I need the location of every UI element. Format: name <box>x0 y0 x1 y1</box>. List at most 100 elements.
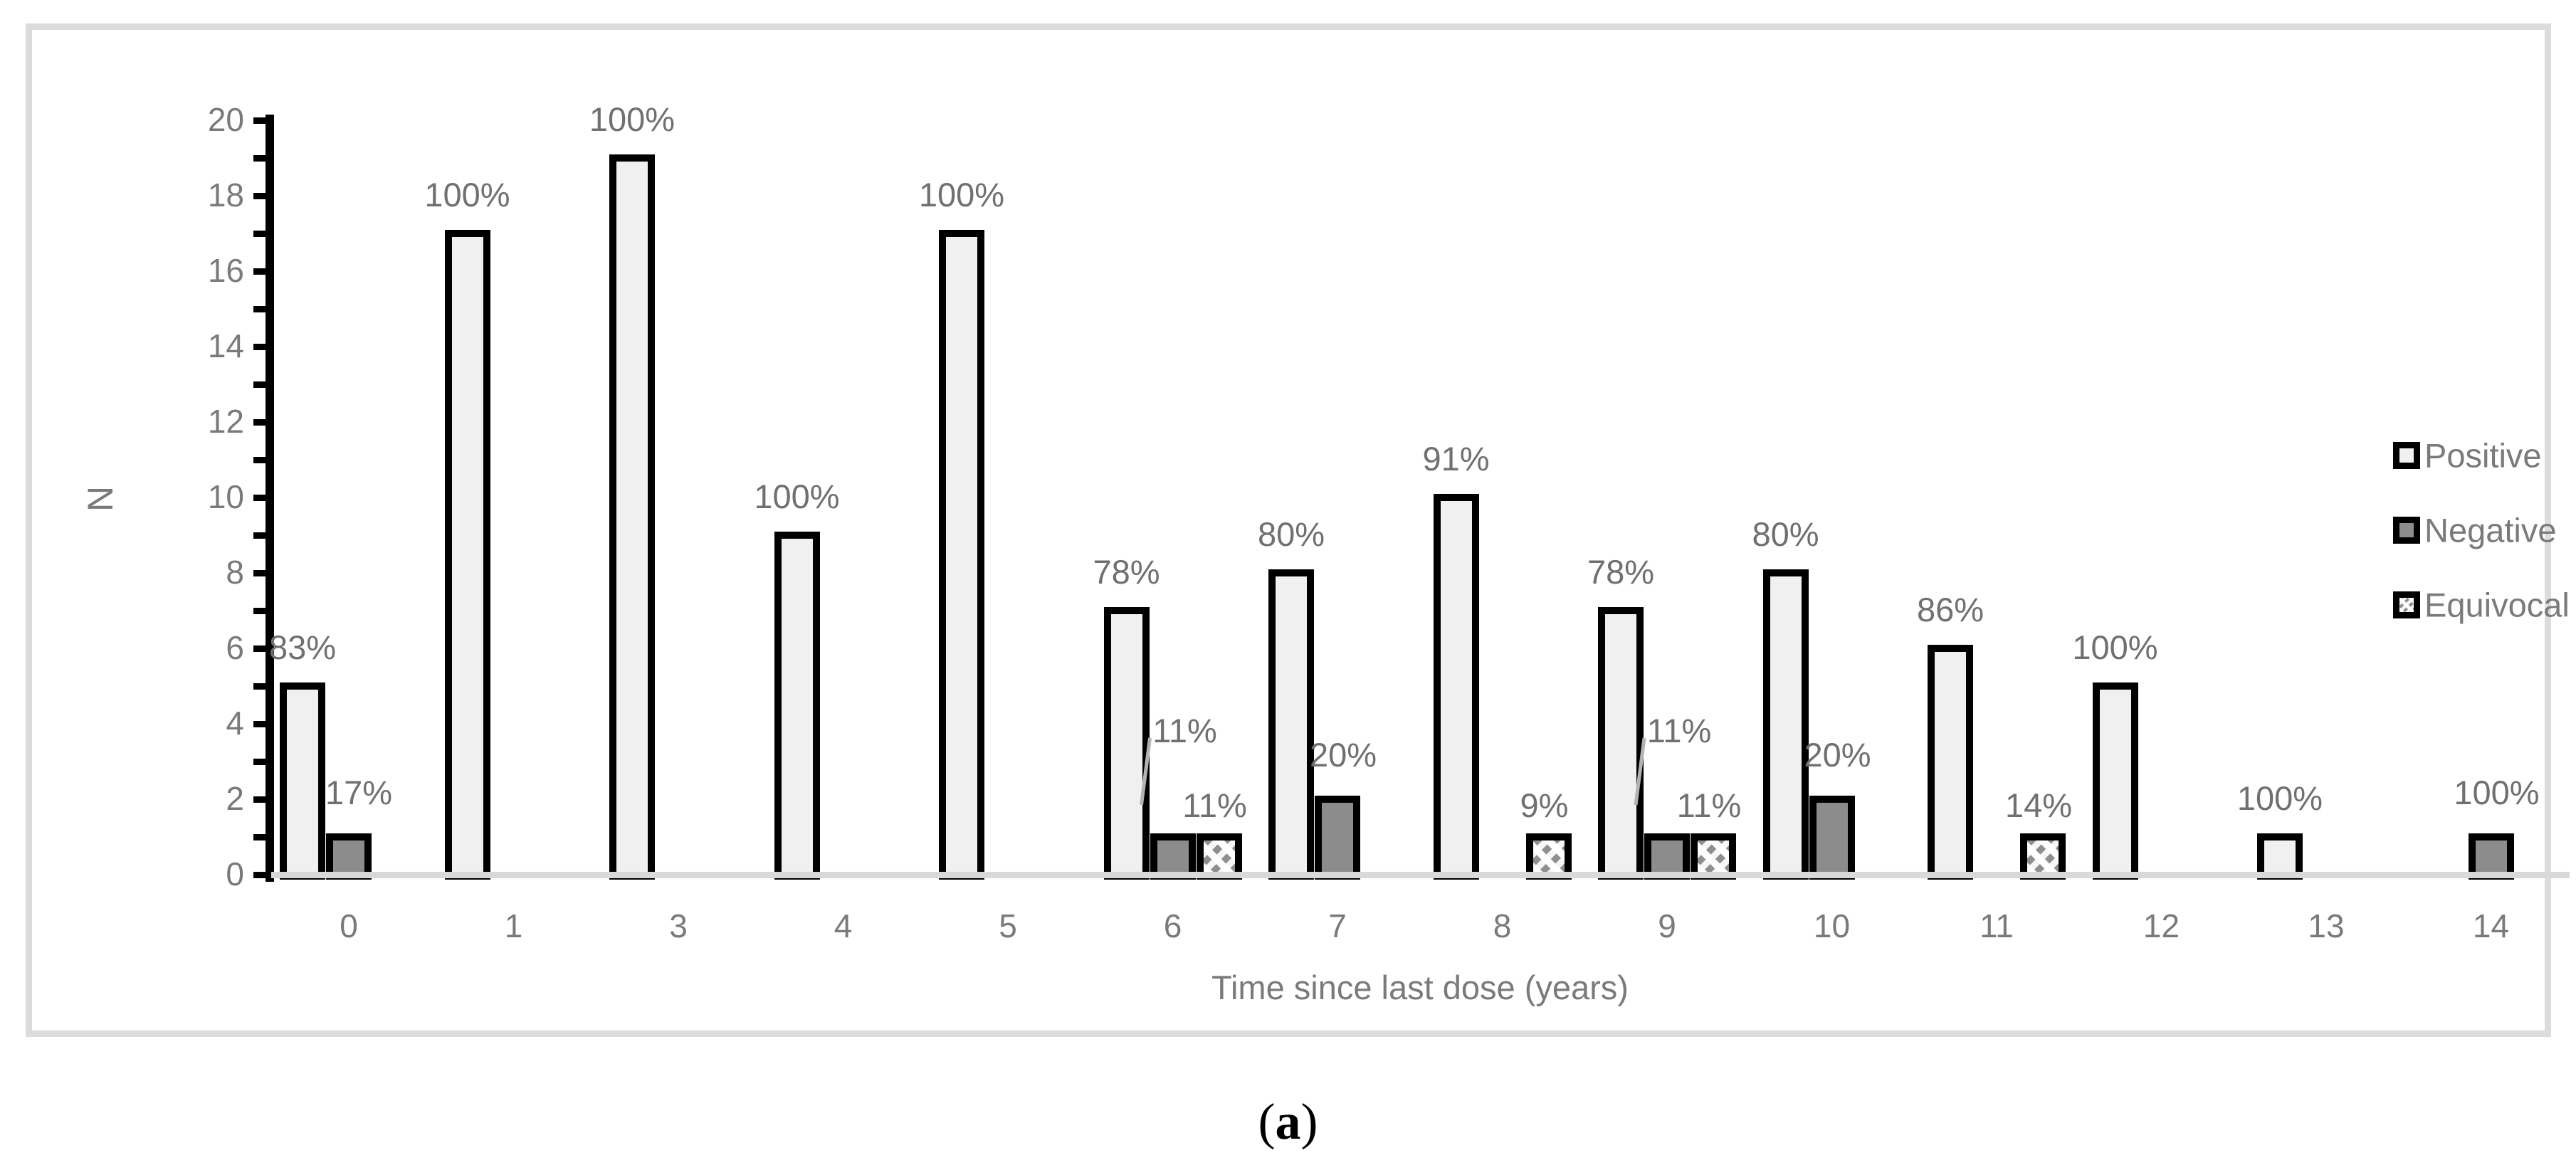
bar-label: 91% <box>1422 440 1490 478</box>
y-tick-label: 8 <box>226 553 244 591</box>
caption-close-paren: ) <box>1300 1093 1318 1150</box>
y-tick <box>253 155 266 162</box>
bar-label: 100% <box>754 478 840 515</box>
x-tick-label: 4 <box>834 907 853 944</box>
x-tick-label: 10 <box>1813 907 1851 944</box>
bar-label: 11% <box>1676 786 1742 824</box>
y-tick-label: 12 <box>207 402 244 440</box>
legend-label: Equivocal <box>2424 586 2570 624</box>
bar-label: 100% <box>2454 774 2540 811</box>
bar-positive <box>609 154 655 880</box>
chart-frame: 0 2 4 6 8 10 12 14 16 18 20 N 83% 100% 100% 100% 100% 7… <box>26 23 2570 1037</box>
y-axis-line <box>266 115 274 882</box>
bar-label: 20% <box>1804 736 1871 774</box>
y-tick <box>253 872 266 878</box>
y-tick <box>253 721 266 727</box>
legend-label: Positive <box>2424 436 2542 475</box>
bar-label: 100% <box>589 100 675 138</box>
x-tick-label: 5 <box>999 907 1017 944</box>
y-tick <box>253 570 266 576</box>
x-tick-label: 0 <box>340 907 358 944</box>
y-tick <box>253 231 266 237</box>
x-tick-label: 9 <box>1658 907 1676 944</box>
bar-label: 86% <box>1916 591 1984 628</box>
bar-label: 83% <box>268 628 337 666</box>
y-tick <box>253 381 266 388</box>
bar-label: 20% <box>1309 736 1377 774</box>
y-tick <box>253 457 266 463</box>
y-tick-label: 4 <box>226 704 244 742</box>
x-tick-label: 7 <box>1328 907 1347 944</box>
bar-label: 100% <box>2236 779 2323 817</box>
legend-swatch-equivocal <box>2393 591 2420 618</box>
figure-caption: (a) <box>0 1092 2576 1151</box>
y-tick-label: 6 <box>226 628 244 666</box>
y-tick <box>253 495 266 501</box>
bar-label: 11% <box>1646 712 1712 749</box>
bar-label: 9% <box>1520 786 1569 824</box>
bar-positive <box>280 682 325 880</box>
bar-negative <box>1315 796 1360 880</box>
x-tick-label: 3 <box>669 907 688 944</box>
legend-swatch-positive <box>2393 442 2420 469</box>
bar-positive <box>444 230 490 880</box>
y-tick-label: 18 <box>207 176 244 214</box>
y-tick <box>253 759 266 765</box>
bar-positive <box>1268 569 1314 880</box>
y-tick-label: 2 <box>226 779 244 817</box>
y-tick <box>253 117 266 124</box>
y-tick-label: 14 <box>207 327 244 364</box>
y-tick <box>253 306 266 312</box>
bar-positive <box>1762 569 1809 880</box>
bar-positive <box>1103 607 1150 880</box>
x-tick-label: 13 <box>2308 907 2345 944</box>
legend-label: Negative <box>2424 511 2557 549</box>
bar-positive <box>774 532 820 880</box>
x-axis-title: Time since last dose (years) <box>1211 969 1629 1006</box>
bar-label: 17% <box>325 774 393 811</box>
bar-label: 100% <box>918 176 1005 214</box>
x-tick-label: 14 <box>2472 907 2510 944</box>
x-tick-label: 11 <box>1980 907 2014 944</box>
y-tick <box>253 344 266 350</box>
y-tick <box>253 834 266 840</box>
y-tick-label: 10 <box>207 478 244 515</box>
caption-letter: a <box>1275 1093 1301 1150</box>
bar-label: 78% <box>1587 553 1655 591</box>
x-tick-label: 12 <box>2143 907 2180 944</box>
bar-positive <box>1928 645 1973 880</box>
bar-equivocal <box>1691 833 1736 880</box>
y-tick-label: 20 <box>207 100 244 138</box>
legend-swatch-negative <box>2393 517 2420 544</box>
y-tick <box>253 683 266 690</box>
y-tick <box>253 419 266 426</box>
y-tick-label: 0 <box>226 855 244 892</box>
bar-label: 100% <box>2072 628 2158 666</box>
caption-open-paren: ( <box>1258 1093 1276 1150</box>
bar-label: 14% <box>2004 786 2073 824</box>
bar-positive <box>1598 607 1644 880</box>
bar-negative <box>1809 796 1855 880</box>
y-tick <box>253 645 266 652</box>
y-tick <box>253 193 266 199</box>
bar-label: 80% <box>1752 515 1819 553</box>
y-tick <box>253 532 266 539</box>
bar-label: 11% <box>1152 712 1217 749</box>
x-axis-baseline <box>271 872 2570 878</box>
y-tick <box>253 608 266 614</box>
bar-label: 100% <box>424 176 510 214</box>
bar-label: 80% <box>1257 515 1325 553</box>
bar-positive <box>939 230 984 880</box>
bar-label: 78% <box>1093 553 1160 591</box>
bar-positive <box>2092 682 2138 880</box>
x-tick-label: 1 <box>504 907 523 944</box>
y-tick <box>253 796 266 803</box>
y-tick <box>253 268 266 275</box>
y-axis-title: N <box>80 485 120 512</box>
x-tick-label: 6 <box>1163 907 1182 944</box>
x-tick-label: 8 <box>1493 907 1512 944</box>
bar-label: 11% <box>1182 786 1247 824</box>
bar-positive <box>1433 494 1479 880</box>
y-tick-label: 16 <box>207 251 244 289</box>
